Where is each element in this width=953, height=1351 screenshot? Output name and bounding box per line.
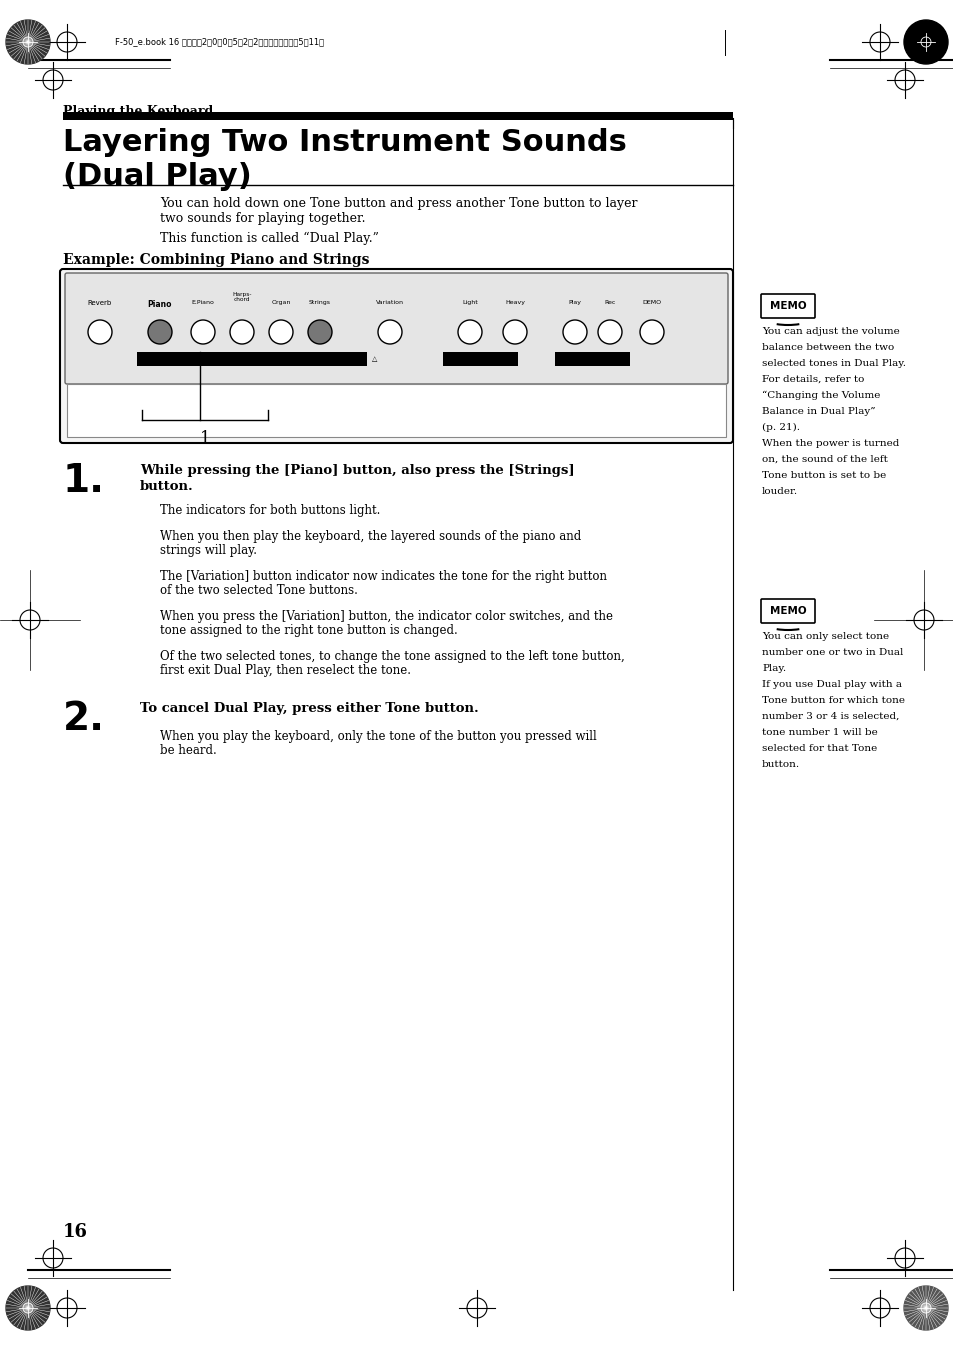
Circle shape [598, 320, 621, 345]
Text: number 3 or 4 is selected,: number 3 or 4 is selected, [761, 712, 899, 721]
Text: selected for that Tone: selected for that Tone [761, 744, 877, 753]
Bar [137, 353, 367, 366]
Circle shape [230, 320, 253, 345]
Text: of the two selected Tone buttons.: of the two selected Tone buttons. [160, 584, 357, 597]
Text: Play.: Play. [761, 663, 785, 673]
Circle shape [88, 320, 112, 345]
Text: △: △ [372, 357, 377, 362]
Bar [555, 353, 629, 366]
Circle shape [6, 20, 50, 63]
Text: When the power is turned: When the power is turned [761, 439, 899, 449]
FancyBboxPatch shape [60, 269, 732, 443]
Circle shape [269, 320, 293, 345]
Text: Tone button for which tone: Tone button for which tone [761, 696, 904, 705]
Text: Rec: Rec [603, 300, 615, 305]
Text: Key touch: Key touch [465, 357, 494, 362]
Text: Balance in Dual Play”: Balance in Dual Play” [761, 407, 875, 416]
Text: Tone: Tone [244, 357, 260, 362]
Text: When you press the [Variation] button, the indicator color switches, and the: When you press the [Variation] button, t… [160, 611, 613, 623]
Circle shape [308, 320, 332, 345]
Bar [63, 112, 732, 120]
Text: Reverb: Reverb [88, 300, 112, 305]
Text: 16: 16 [63, 1223, 88, 1242]
Text: Light: Light [461, 300, 477, 305]
Text: MEMO: MEMO [769, 607, 805, 616]
Text: Recorder: Recorder [578, 357, 604, 362]
Text: button.: button. [140, 480, 193, 493]
Text: F-50_e.book 16 ページ、2　0　0　5年2月2日　水曜日　午後5晄11分: F-50_e.book 16 ページ、2 0 0 5年2月2日 水曜日 午後5晄… [115, 38, 324, 46]
Text: Of the two selected tones, to change the tone assigned to the left tone button,: Of the two selected tones, to change the… [160, 650, 624, 663]
FancyBboxPatch shape [760, 295, 814, 317]
Text: tone assigned to the right tone button is changed.: tone assigned to the right tone button i… [160, 624, 457, 638]
Text: balance between the two: balance between the two [761, 343, 893, 353]
Text: 1: 1 [199, 430, 210, 447]
Circle shape [457, 320, 481, 345]
Text: For details, refer to: For details, refer to [761, 376, 863, 384]
Text: on, the sound of the left: on, the sound of the left [761, 455, 887, 463]
Circle shape [148, 320, 172, 345]
FancyBboxPatch shape [760, 598, 814, 623]
Text: Example: Combining Piano and Strings: Example: Combining Piano and Strings [63, 253, 369, 267]
Text: This function is called “Dual Play.”: This function is called “Dual Play.” [160, 232, 378, 246]
Text: You can only select tone: You can only select tone [761, 632, 888, 640]
Text: When you then play the keyboard, the layered sounds of the piano and: When you then play the keyboard, the lay… [160, 530, 580, 543]
Text: number one or two in Dual: number one or two in Dual [761, 648, 902, 657]
Text: E.Piano: E.Piano [192, 300, 214, 305]
Text: Harps-
chord: Harps- chord [232, 292, 252, 303]
FancyBboxPatch shape [65, 273, 727, 384]
Text: strings will play.: strings will play. [160, 544, 256, 557]
Text: tone number 1 will be: tone number 1 will be [761, 728, 877, 738]
Text: The [Variation] button indicator now indicates the tone for the right button: The [Variation] button indicator now ind… [160, 570, 606, 584]
Text: “Changing the Volume: “Changing the Volume [761, 390, 880, 400]
Circle shape [502, 320, 526, 345]
Text: While pressing the [Piano] button, also press the [Strings]: While pressing the [Piano] button, also … [140, 463, 574, 477]
Text: first exit Dual Play, then reselect the tone.: first exit Dual Play, then reselect the … [160, 663, 411, 677]
Text: 1.: 1. [63, 462, 105, 500]
Text: (Dual Play): (Dual Play) [63, 162, 252, 190]
Circle shape [639, 320, 663, 345]
Text: two sounds for playing together.: two sounds for playing together. [160, 212, 365, 226]
Text: button.: button. [761, 761, 800, 769]
Text: DEMO: DEMO [641, 300, 660, 305]
Circle shape [903, 1286, 947, 1329]
Text: 2.: 2. [63, 700, 105, 738]
Text: Layering Two Instrument Sounds: Layering Two Instrument Sounds [63, 128, 626, 157]
Text: To cancel Dual Play, press either Tone button.: To cancel Dual Play, press either Tone b… [140, 703, 478, 715]
Text: You can hold down one Tone button and press another Tone button to layer: You can hold down one Tone button and pr… [160, 197, 637, 209]
Text: Tone button is set to be: Tone button is set to be [761, 471, 885, 480]
Circle shape [903, 20, 947, 63]
Bar [67, 384, 725, 436]
Text: Playing the Keyboard: Playing the Keyboard [63, 105, 213, 118]
Text: Variation: Variation [375, 300, 403, 305]
Text: Play: Play [568, 300, 581, 305]
Text: Organ: Organ [271, 300, 291, 305]
Text: selected tones in Dual Play.: selected tones in Dual Play. [761, 359, 905, 367]
Circle shape [377, 320, 401, 345]
Text: MEMO: MEMO [769, 301, 805, 311]
Bar [442, 353, 517, 366]
Text: When you play the keyboard, only the tone of the button you pressed will: When you play the keyboard, only the ton… [160, 730, 597, 743]
Text: Heavy: Heavy [504, 300, 524, 305]
Circle shape [191, 320, 214, 345]
Text: (p. 21).: (p. 21). [761, 423, 800, 432]
Text: Strings: Strings [309, 300, 331, 305]
Text: Piano: Piano [148, 300, 172, 309]
Text: You can adjust the volume: You can adjust the volume [761, 327, 899, 336]
Text: be heard.: be heard. [160, 744, 216, 757]
Text: The indicators for both buttons light.: The indicators for both buttons light. [160, 504, 380, 517]
Text: If you use Dual play with a: If you use Dual play with a [761, 680, 901, 689]
Circle shape [6, 1286, 50, 1329]
Circle shape [562, 320, 586, 345]
Text: louder.: louder. [761, 486, 798, 496]
